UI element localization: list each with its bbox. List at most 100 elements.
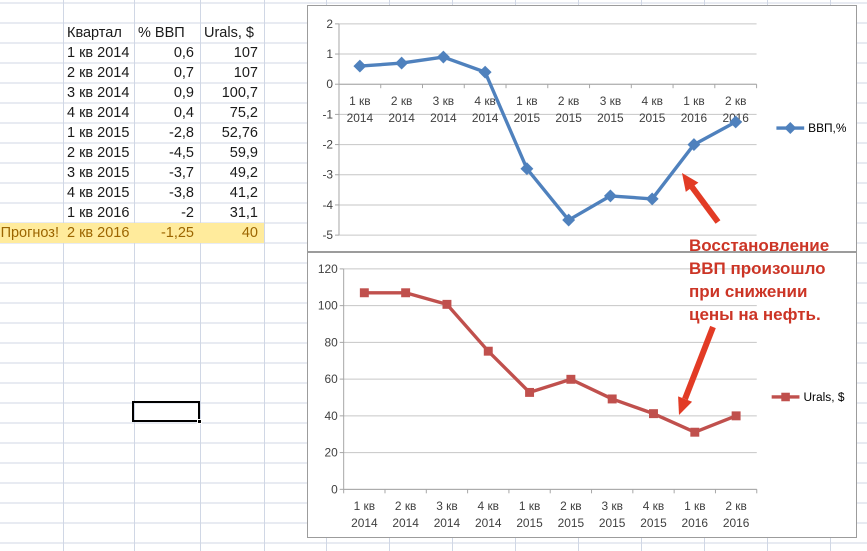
x-axis-label: 2015 xyxy=(640,516,667,530)
cell-quarter[interactable]: 2 кв 2015 xyxy=(67,144,130,161)
y-axis-label: 60 xyxy=(324,372,338,386)
table-row: 2 кв 2015 -4,5 59,9 xyxy=(0,143,264,163)
cell-gdp[interactable]: 0,6 xyxy=(173,44,194,61)
data-point-marker xyxy=(520,162,534,176)
data-point-marker xyxy=(525,387,535,397)
y-axis-label: -3 xyxy=(322,168,333,182)
cell-note[interactable] xyxy=(0,143,63,163)
x-axis-label: 2015 xyxy=(514,111,541,125)
cell-gdp[interactable]: 0,4 xyxy=(173,104,194,121)
data-point-marker xyxy=(483,346,493,356)
data-point-marker xyxy=(687,138,701,152)
data-point-marker xyxy=(401,288,411,298)
cell-quarter[interactable]: 2 кв 2014 xyxy=(67,64,130,81)
x-axis-label: 2014 xyxy=(475,516,502,530)
sheet-column-gridline xyxy=(200,0,201,551)
cell-gdp[interactable]: 0,9 xyxy=(173,84,194,101)
cell-urals[interactable]: 31,1 xyxy=(229,204,258,221)
cell-quarter[interactable]: 2 кв 2016 xyxy=(67,224,130,241)
cell-note[interactable] xyxy=(0,123,63,143)
data-point-marker xyxy=(731,411,741,421)
cell-quarter[interactable]: 3 кв 2014 xyxy=(67,84,130,101)
x-axis-label: 2014 xyxy=(392,516,419,530)
cell-note[interactable] xyxy=(0,163,63,183)
cell-note[interactable] xyxy=(0,203,63,223)
annotation-textbox[interactable]: Восстановление ВВП произошло при снижени… xyxy=(689,234,849,326)
annotation-line: при снижении xyxy=(689,282,808,301)
x-axis-label: 2015 xyxy=(555,111,582,125)
data-point-marker xyxy=(690,427,700,437)
cell-note[interactable] xyxy=(0,63,63,83)
data-point-marker xyxy=(353,59,367,73)
data-point-marker xyxy=(442,299,452,309)
x-axis-label: 3 кв xyxy=(433,94,454,108)
cell-quarter[interactable]: 3 кв 2015 xyxy=(67,164,130,181)
cell-note[interactable] xyxy=(0,23,63,43)
cell-gdp[interactable]: -2 xyxy=(181,204,194,221)
cell-note[interactable] xyxy=(0,103,63,123)
x-axis-label: 1 кв xyxy=(683,94,704,108)
cell-gdp[interactable]: -2,8 xyxy=(169,124,194,141)
x-axis-label: 1 кв xyxy=(516,94,537,108)
y-axis-label: 1 xyxy=(326,47,333,61)
cell-quarter[interactable]: 4 кв 2014 xyxy=(67,104,130,121)
cell-urals[interactable]: 107 xyxy=(233,64,258,81)
x-axis-label: 1 кв xyxy=(349,94,370,108)
table-row: 3 кв 2014 0,9 100,7 xyxy=(0,83,264,103)
x-axis-label: 2014 xyxy=(388,111,415,125)
gdp-chart[interactable]: -5 -4 -3 -2 -1 0 1 2 1 кв 2014 2 кв 2014 3 кв 2014 4 к… xyxy=(307,5,857,252)
cell-note[interactable] xyxy=(0,183,63,203)
x-axis-label: 2015 xyxy=(639,111,666,125)
cell-urals[interactable]: Urals, $ xyxy=(204,24,254,41)
cell-urals[interactable]: 59,9 xyxy=(229,144,258,161)
cell-urals[interactable]: 100,7 xyxy=(221,84,258,101)
cell-urals[interactable]: 52,76 xyxy=(221,124,258,141)
legend-marker xyxy=(781,392,790,402)
x-axis-label: 3 кв xyxy=(601,499,622,513)
data-point-marker xyxy=(649,409,658,419)
table-row: 4 кв 2014 0,4 75,2 xyxy=(0,103,264,123)
legend[interactable]: Urals, $ xyxy=(771,390,845,404)
annotation-line: ВВП произошло xyxy=(689,259,826,278)
cell-gdp[interactable]: -3,8 xyxy=(169,184,194,201)
cell-urals[interactable]: 41,2 xyxy=(229,184,258,201)
cell-urals[interactable]: 75,2 xyxy=(229,104,258,121)
x-axis-label: 3 кв xyxy=(600,94,621,108)
urals-chart[interactable]: 0 20 40 60 80 100 120 1 кв 2014 2 кв 2014 3 кв 2014 4… xyxy=(307,252,857,538)
cell-urals[interactable]: 107 xyxy=(233,44,258,61)
x-axis-label: 2015 xyxy=(516,516,543,530)
x-axis-label: 2014 xyxy=(347,111,374,125)
cell-gdp[interactable]: % ВВП xyxy=(138,24,185,41)
cell-urals[interactable]: 40 xyxy=(241,224,258,241)
x-axis-label: 2015 xyxy=(599,516,626,530)
table-row: 2 кв 2014 0,7 107 xyxy=(0,63,264,83)
fill-handle-icon[interactable] xyxy=(197,419,202,424)
cell-quarter[interactable]: Квартал xyxy=(67,24,122,41)
table-row: 1 кв 2016 -2 31,1 xyxy=(0,203,264,223)
cell-urals[interactable]: 49,2 xyxy=(229,164,258,181)
data-point-marker xyxy=(436,50,450,64)
x-axis-label: 2 кв xyxy=(395,499,416,513)
y-axis-label: 2 xyxy=(326,17,333,31)
y-axis-label: 80 xyxy=(324,335,338,349)
cell-gdp[interactable]: -3,7 xyxy=(169,164,194,181)
cell-note[interactable] xyxy=(0,83,63,103)
table-row: Прогноз! 2 кв 2016 -1,25 40 xyxy=(0,222,264,243)
cell-gdp[interactable]: 0,7 xyxy=(173,64,194,81)
cell-quarter[interactable]: 1 кв 2016 xyxy=(67,204,130,221)
cell-quarter[interactable]: 1 кв 2014 xyxy=(67,44,130,61)
cell-quarter[interactable]: 4 кв 2015 xyxy=(67,184,130,201)
cell-gdp[interactable]: -1,25 xyxy=(160,224,194,241)
cell-note[interactable] xyxy=(0,43,63,63)
x-axis-label: 2014 xyxy=(430,111,457,125)
x-axis-label: 2016 xyxy=(681,111,708,125)
x-axis-label: 1 кв xyxy=(354,499,375,513)
y-axis-label: -5 xyxy=(322,228,333,242)
cell-note[interactable]: Прогноз! xyxy=(0,224,59,241)
x-axis-label: 3 кв xyxy=(436,499,457,513)
legend[interactable]: ВВП,% xyxy=(776,121,847,135)
cell-gdp[interactable]: -4,5 xyxy=(169,144,194,161)
data-point-marker xyxy=(566,374,576,384)
x-axis-label: 2015 xyxy=(558,516,585,530)
cell-quarter[interactable]: 1 кв 2015 xyxy=(67,124,130,141)
